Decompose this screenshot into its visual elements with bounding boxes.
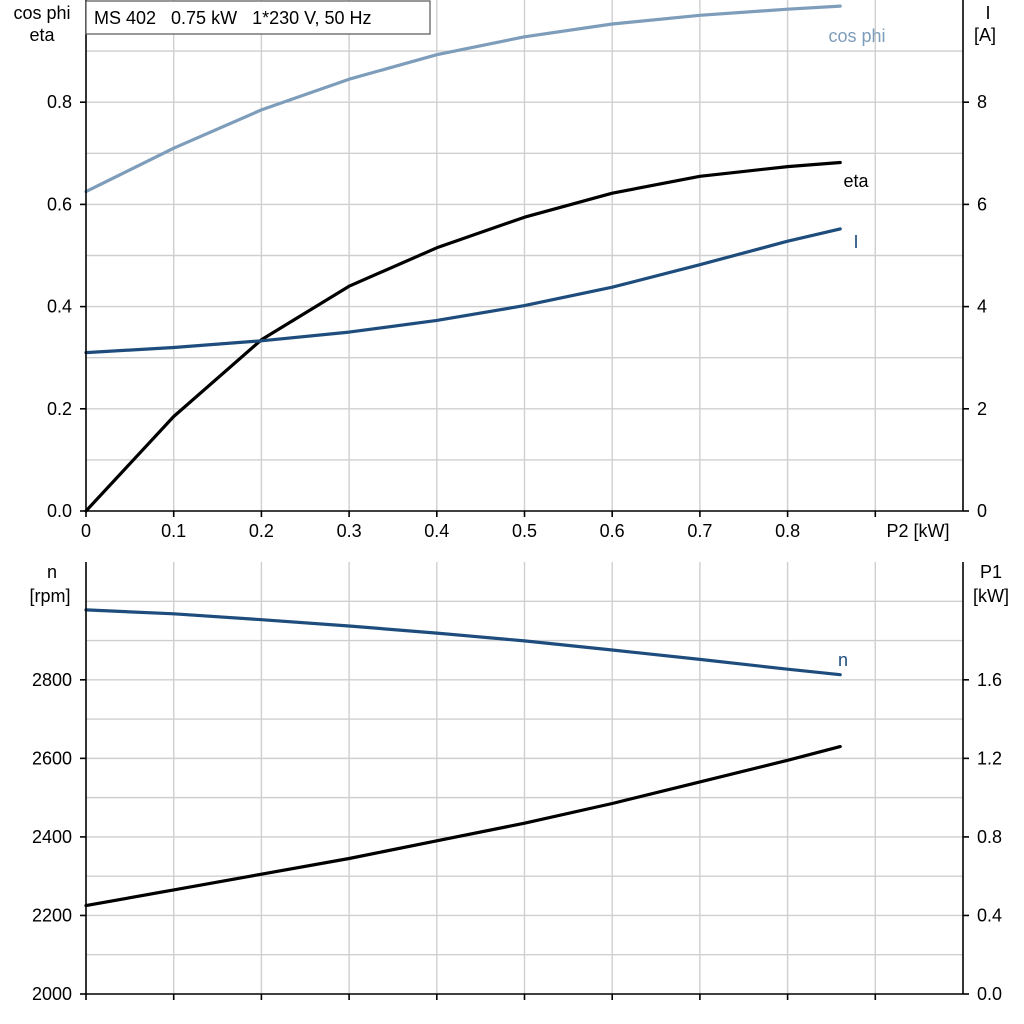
chart-title-box [85, 0, 431, 35]
x-tick-label: 0.3 [337, 521, 362, 541]
series-label-eta: eta [843, 171, 869, 191]
bottom-left-axis-title-line2: [rpm] [29, 586, 70, 606]
series-line-0-1 [84, 160, 842, 513]
left-tick-label: 2600 [32, 748, 72, 768]
bottom-left-axis-title-line1: n [47, 562, 57, 582]
series-line-1-0 [84, 608, 842, 677]
bottom-series [84, 608, 842, 908]
x-tick-label: 0.8 [775, 521, 800, 541]
bottom-grid [86, 562, 963, 994]
x-tick-label: 0.5 [512, 521, 537, 541]
chart-title: MS 402 0.75 kW 1*230 V, 50 Hz [94, 8, 372, 28]
x-tick-label: 0.4 [424, 521, 449, 541]
left-tick-label: 0.2 [47, 399, 72, 419]
top-tick-labels: 0.0 0.2 0.4 0.6 0.8 0 2 4 6 8 0 0.1 0.2 0.3 0.4 0.5 0.6 0… [47, 92, 987, 541]
top-grid [86, 0, 963, 511]
left-tick-label: 2200 [32, 905, 72, 925]
bottom-panel: 2000 2200 2400 2600 2800 0.0 0.4 0.8 1.2 1.6 n [r… [29, 562, 1009, 1004]
right-tick-label: 0.0 [977, 984, 1002, 1004]
top-left-axis-title-line2: eta [29, 25, 55, 45]
x-tick-label: 0.2 [249, 521, 274, 541]
top-left-axis-title-line1: cos phi [13, 3, 70, 23]
left-tick-label: 0.6 [47, 194, 72, 214]
series-label-cos-phi: cos phi [828, 26, 885, 46]
bottom-right-axis-title-line2: [kW] [973, 586, 1009, 606]
left-tick-label: 0.4 [47, 297, 72, 317]
top-panel: 0.0 0.2 0.4 0.6 0.8 0 2 4 6 8 0 0.1 0.2 0.3 0.4 0.5 0.6 0… [13, 0, 996, 541]
series-line-0-0 [84, 4, 842, 194]
right-tick-label: 4 [977, 297, 987, 317]
left-tick-label: 2400 [32, 827, 72, 847]
x-tick-label: 0.1 [161, 521, 186, 541]
right-tick-label: 1.6 [977, 670, 1002, 690]
top-right-axis-title-line2: [A] [974, 25, 996, 45]
x-tick-label: 0 [81, 521, 91, 541]
bottom-axes [80, 562, 969, 1000]
right-tick-label: 0.4 [977, 905, 1002, 925]
top-series [84, 4, 842, 513]
series-line-0-2 [84, 227, 842, 355]
top-axes [80, 0, 969, 517]
x-axis-title: P2 [kW] [886, 521, 949, 541]
left-tick-label: 2800 [32, 670, 72, 690]
left-tick-label: 2000 [32, 984, 72, 1004]
right-tick-label: 0 [977, 501, 987, 521]
right-tick-label: 1.2 [977, 748, 1002, 768]
bottom-right-axis-title-line1: P1 [980, 562, 1002, 582]
x-tick-label: 0.7 [687, 521, 712, 541]
series-line-1-1 [84, 744, 842, 908]
bottom-tick-labels: 2000 2200 2400 2600 2800 0.0 0.4 0.8 1.2 1.6 [32, 670, 1002, 1004]
top-right-axis-title-line1: I [985, 3, 990, 23]
right-tick-label: 2 [977, 399, 987, 419]
series-label-speed: n [838, 650, 848, 670]
x-tick-label: 0.6 [600, 521, 625, 541]
left-tick-label: 0.0 [47, 501, 72, 521]
right-tick-label: 8 [977, 92, 987, 112]
series-label-current: I [853, 232, 858, 252]
left-tick-label: 0.8 [47, 92, 72, 112]
right-tick-label: 0.8 [977, 827, 1002, 847]
right-tick-label: 6 [977, 194, 987, 214]
